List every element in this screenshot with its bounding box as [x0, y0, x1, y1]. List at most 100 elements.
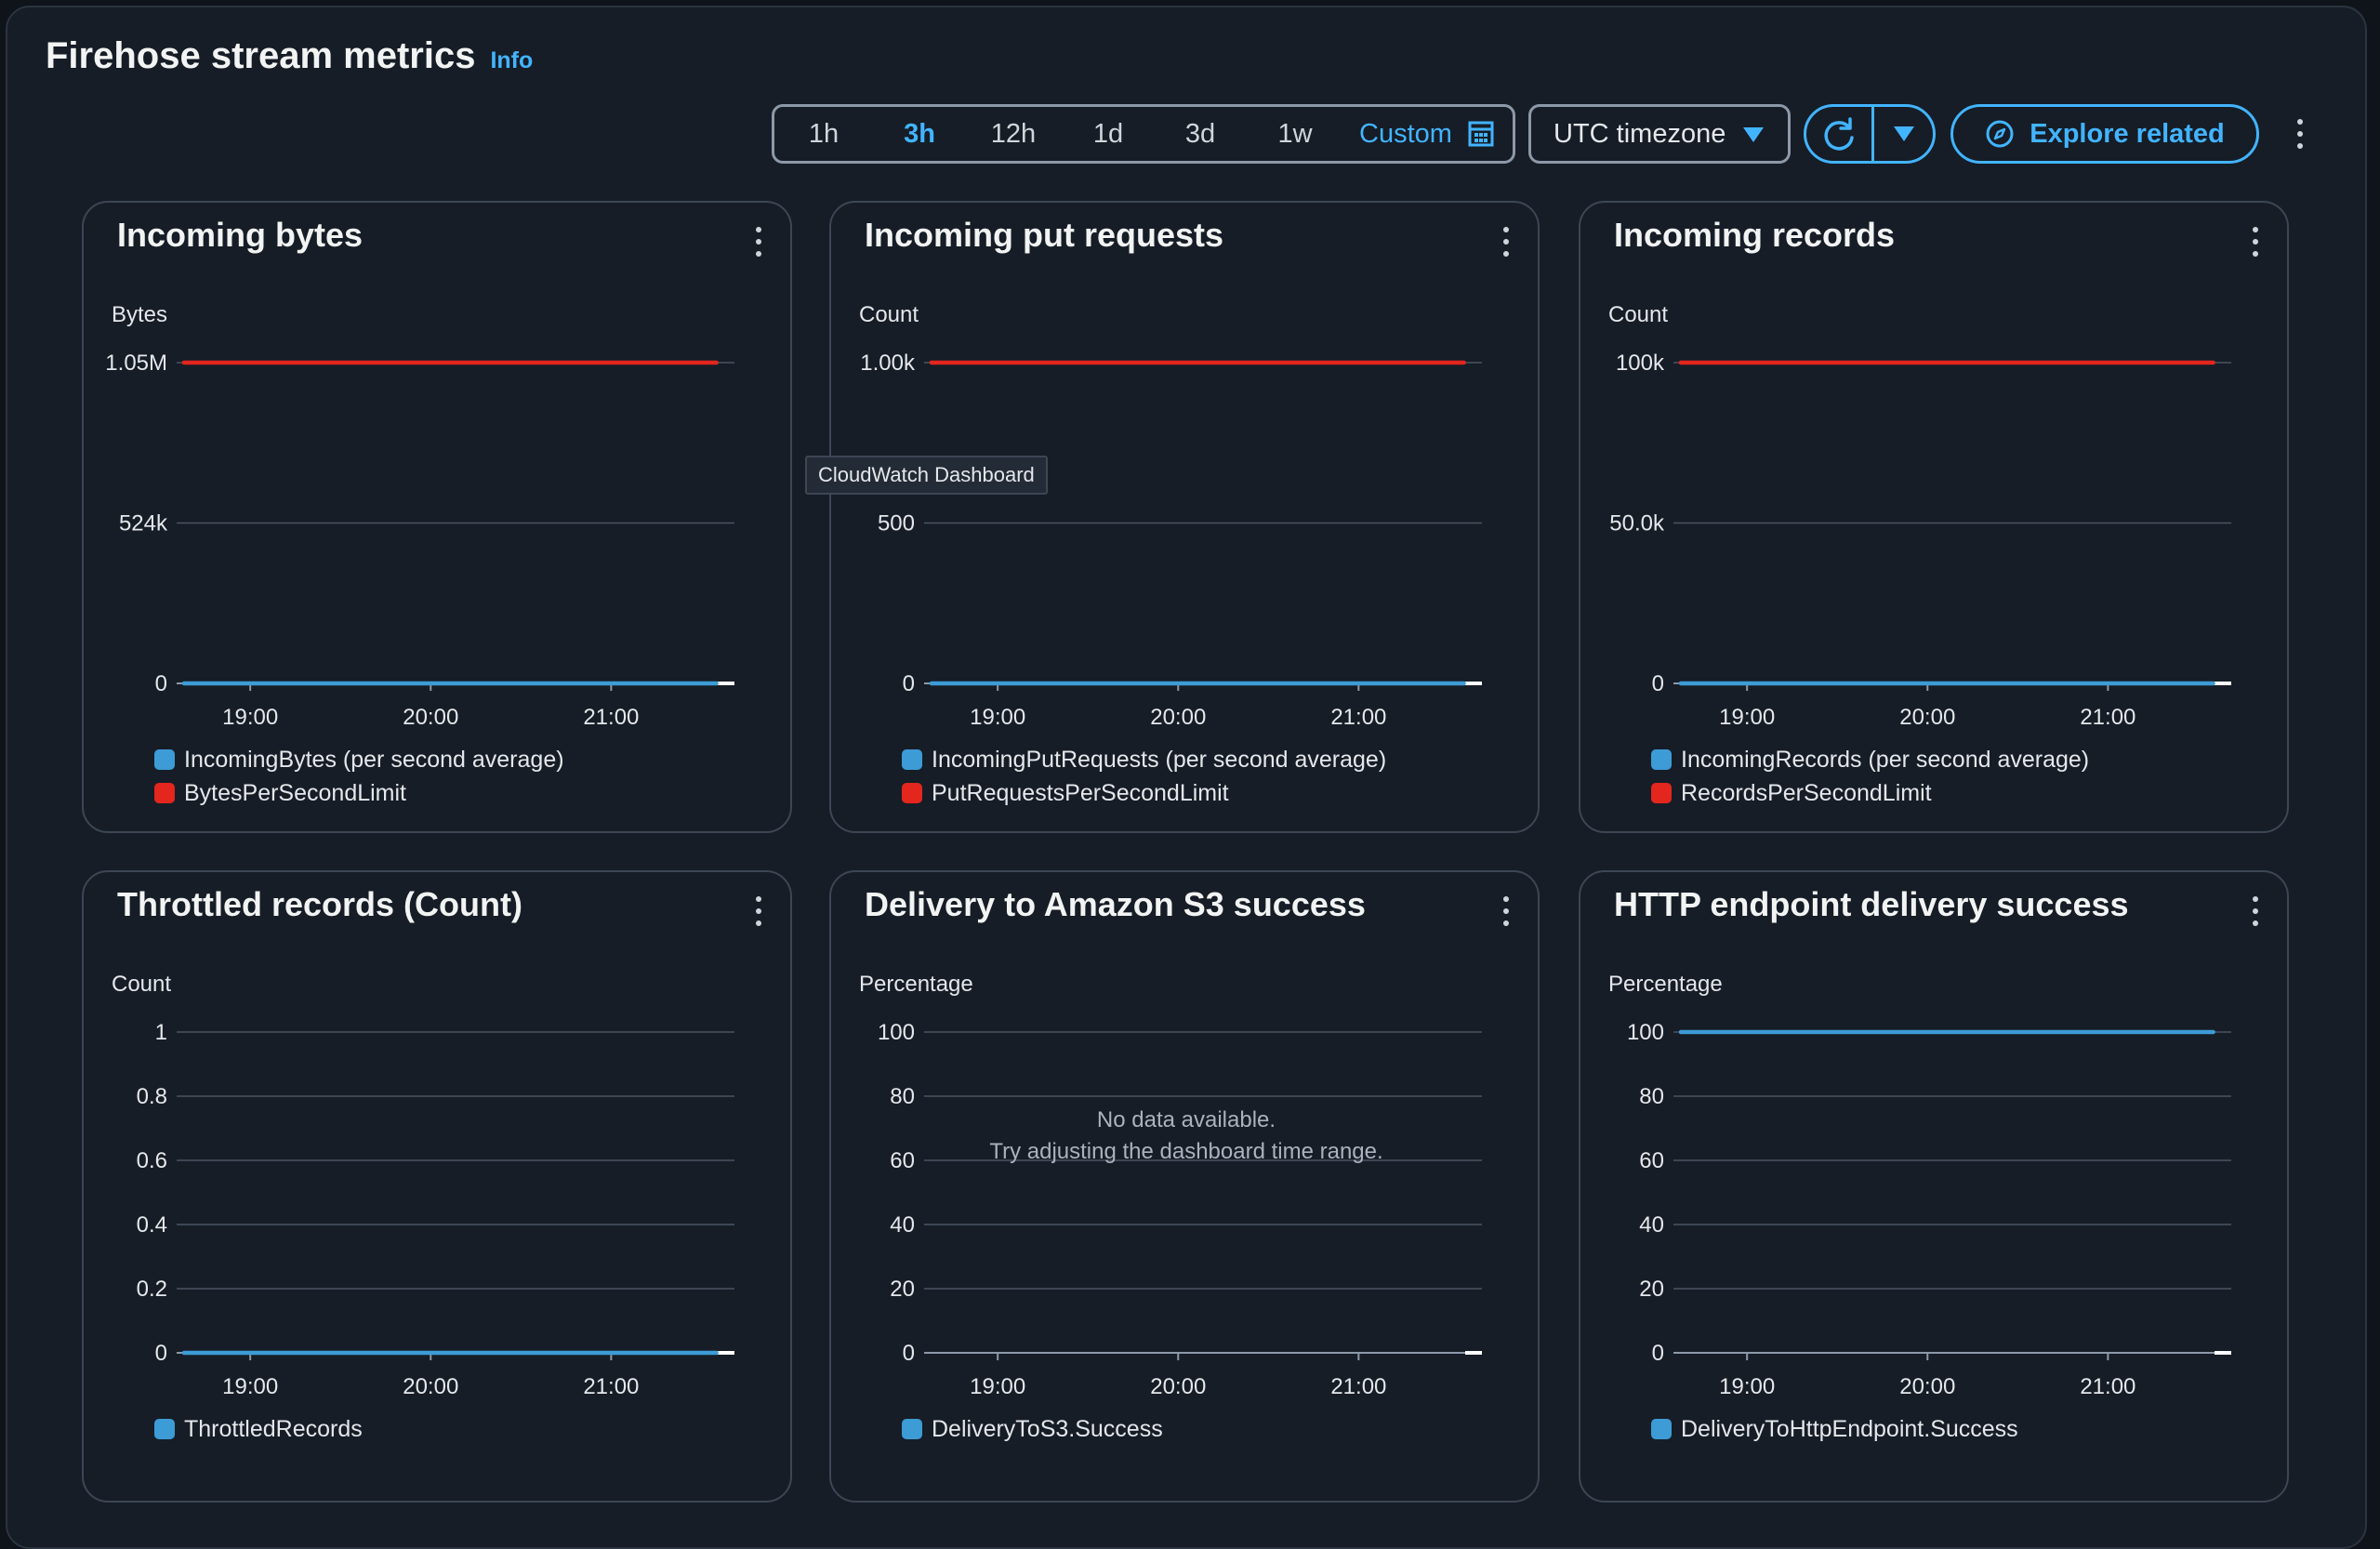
- legend-swatch: [1651, 783, 1672, 803]
- card-options-icon[interactable]: [2246, 223, 2265, 260]
- y-tick-label: 60: [1639, 1148, 1664, 1173]
- legend-swatch: [902, 749, 922, 770]
- line-chart: Percentage 0 20 40 60 80 100 19:00 20:00 21:00: [859, 972, 1482, 1399]
- legend-swatch: [154, 783, 175, 803]
- metric-card: HTTP endpoint delivery success Percentage…: [1579, 870, 2289, 1503]
- y-tick-label: 500: [878, 511, 915, 536]
- legend-swatch: [902, 783, 922, 803]
- line-chart: Count 0 50.0k 100k 19:00 20:00 21:00: [1608, 302, 2231, 730]
- range-1d[interactable]: 1d: [1092, 119, 1124, 149]
- y-tick-label: 0.4: [137, 1212, 167, 1238]
- y-tick-label: 0: [903, 1341, 915, 1366]
- info-link[interactable]: Info: [490, 47, 534, 73]
- no-data-line: Try adjusting the dashboard time range.: [989, 1139, 1383, 1164]
- refresh-button[interactable]: [1806, 107, 1871, 161]
- y-tick-label: 0: [1652, 671, 1664, 696]
- y-tick-label: 0: [155, 671, 167, 696]
- x-tick-label: 19:00: [1719, 705, 1775, 730]
- legend-item[interactable]: DeliveryToHttpEndpoint.Success: [1651, 1416, 2018, 1442]
- card-options-icon[interactable]: [1497, 893, 1515, 930]
- card-title: Incoming records: [1614, 216, 1896, 254]
- tooltip: CloudWatch Dashboard: [805, 456, 1048, 495]
- page-title: Firehose stream metrics Info: [46, 35, 533, 77]
- legend-item[interactable]: IncomingRecords (per second average): [1651, 746, 2090, 773]
- card-options-icon[interactable]: [2246, 893, 2265, 930]
- x-tick-label: 20:00: [1150, 705, 1206, 730]
- timezone-select[interactable]: UTC timezone: [1528, 104, 1791, 164]
- y-tick-label: 1: [155, 1020, 167, 1045]
- legend-item[interactable]: IncomingBytes (per second average): [154, 747, 564, 773]
- more-options-icon[interactable]: [2291, 115, 2309, 152]
- line-chart: Count 0 500 1.00k 19:00 20:00 21:00: [859, 302, 1482, 730]
- y-tick-label: 0.6: [137, 1148, 167, 1173]
- range-3h[interactable]: 3h: [904, 119, 935, 149]
- refresh-control: [1804, 104, 1936, 164]
- legend-label: IncomingRecords (per second average): [1681, 746, 2090, 773]
- card-options-icon[interactable]: [749, 893, 768, 930]
- no-data-line: No data available.: [1096, 1107, 1276, 1132]
- x-tick-label: 20:00: [1899, 1374, 1955, 1399]
- legend-item[interactable]: ThrottledRecords: [154, 1416, 363, 1442]
- line-chart: Bytes 0 524k 1.05M 19:00 20:00 21:00: [105, 302, 734, 730]
- x-tick-label: 20:00: [1899, 705, 1955, 730]
- x-tick-label: 19:00: [222, 705, 278, 730]
- x-tick-label: 21:00: [1330, 705, 1386, 730]
- metric-card: Incoming records Count 0 50.0k 100k 19:00 20:0…: [1579, 201, 2289, 833]
- legend-label: RecordsPerSecondLimit: [1681, 779, 1932, 806]
- timezone-value: UTC timezone: [1554, 118, 1726, 149]
- legend-label: IncomingPutRequests (per second average): [932, 746, 1387, 773]
- card-options-icon[interactable]: [1497, 223, 1515, 260]
- metric-card: Incoming put requests Count 0 500 1.00k 19:00…: [829, 201, 1540, 833]
- calendar-icon[interactable]: [1468, 121, 1494, 147]
- x-tick-label: 20:00: [1150, 1374, 1206, 1399]
- x-tick-label: 21:00: [583, 1374, 639, 1399]
- compass-icon: [1986, 120, 2014, 148]
- chart-legend: DeliveryToS3.Success: [902, 1415, 1163, 1442]
- legend-swatch: [1651, 1419, 1672, 1439]
- y-tick-label: 1.00k: [860, 351, 916, 376]
- y-tick-label: 20: [1639, 1277, 1664, 1302]
- range-1h[interactable]: 1h: [808, 119, 840, 149]
- explore-related-button[interactable]: Explore related: [1950, 104, 2259, 164]
- legend-item[interactable]: IncomingPutRequests (per second average): [902, 746, 1387, 773]
- x-tick-label: 21:00: [2080, 1374, 2135, 1399]
- divider: [1871, 107, 1874, 161]
- y-tick-label: 100: [1627, 1020, 1664, 1045]
- y-axis-unit: Count: [112, 972, 171, 997]
- card-title: HTTP endpoint delivery success: [1614, 885, 2129, 923]
- y-tick-label: 0.8: [137, 1084, 167, 1109]
- card-title: Incoming bytes: [117, 216, 364, 254]
- refresh-interval-dropdown[interactable]: [1874, 107, 1933, 161]
- page-title-text: Firehose stream metrics: [46, 35, 476, 76]
- legend-label: BytesPerSecondLimit: [184, 779, 407, 806]
- chart-legend: DeliveryToHttpEndpoint.Success: [1651, 1416, 2018, 1442]
- y-tick-label: 1.05M: [105, 351, 167, 376]
- y-tick-label: 0: [155, 1341, 167, 1366]
- legend-item[interactable]: RecordsPerSecondLimit: [1651, 779, 2089, 806]
- x-tick-label: 20:00: [403, 1374, 458, 1399]
- x-tick-label: 21:00: [2080, 705, 2135, 730]
- range-3d[interactable]: 3d: [1184, 119, 1216, 149]
- chart-legend: IncomingRecords (per second average) Reco…: [1651, 746, 2090, 806]
- legend-item[interactable]: BytesPerSecondLimit: [154, 779, 564, 806]
- legend-swatch: [154, 1419, 175, 1439]
- y-tick-label: 40: [1639, 1212, 1664, 1238]
- card-options-icon[interactable]: [749, 223, 768, 260]
- range-12h[interactable]: 12h: [990, 119, 1037, 149]
- y-axis-unit: Count: [1608, 302, 1668, 327]
- range-1w[interactable]: 1w: [1277, 119, 1313, 149]
- y-tick-label: 80: [890, 1084, 915, 1109]
- no-data-message: No data available. Try adjusting the dash…: [831, 1105, 1541, 1168]
- legend-item[interactable]: DeliveryToS3.Success: [902, 1415, 1163, 1442]
- metric-card: Throttled records (Count) Count 0 0.2 0.4 0.6…: [82, 870, 792, 1503]
- y-tick-label: 20: [890, 1277, 915, 1302]
- legend-swatch: [1651, 749, 1672, 770]
- x-tick-label: 19:00: [222, 1374, 278, 1399]
- y-tick-label: 100: [878, 1020, 915, 1045]
- x-tick-label: 19:00: [970, 705, 1025, 730]
- y-axis-unit: Bytes: [112, 302, 167, 327]
- range-custom[interactable]: Custom: [1359, 119, 1452, 149]
- legend-item[interactable]: PutRequestsPerSecondLimit: [902, 780, 1386, 806]
- chart-legend: IncomingBytes (per second average) BytesP…: [154, 747, 564, 806]
- legend-label: DeliveryToS3.Success: [932, 1415, 1163, 1442]
